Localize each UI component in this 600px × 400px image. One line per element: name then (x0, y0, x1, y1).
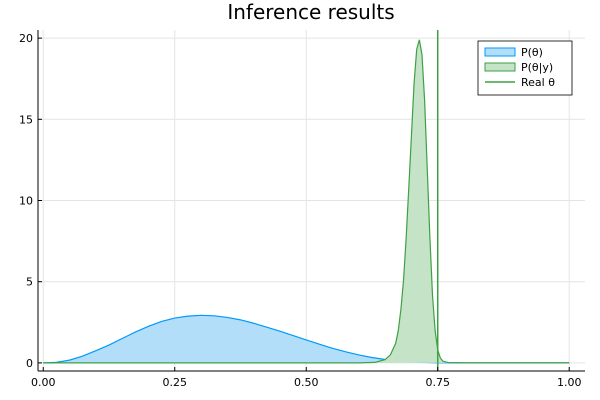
y-tick-label: 0 (26, 357, 33, 370)
legend-swatch-0 (484, 47, 516, 57)
y-tick-label: 5 (26, 276, 33, 289)
y-tick-label: 10 (19, 195, 33, 208)
legend: P(θ) P(θ|y) Real θ (477, 40, 573, 96)
series-area-0 (43, 315, 570, 363)
legend-label-1: P(θ|y) (521, 61, 553, 74)
x-tick-label: 1.00 (557, 376, 582, 389)
y-tick-label: 15 (19, 113, 33, 126)
y-tick-label: 20 (19, 32, 33, 45)
x-tick-label: 0.50 (294, 376, 319, 389)
axes: 0.00 0.25 0.50 0.75 1.00 0 5 10 15 20 (19, 30, 585, 389)
x-tick-label: 0.75 (425, 376, 450, 389)
x-tick-label: 0.00 (31, 376, 56, 389)
legend-label-2: Real θ (521, 76, 555, 89)
legend-label-0: P(θ) (521, 46, 543, 59)
legend-swatch-1 (484, 62, 516, 72)
series-line-1 (43, 39, 570, 364)
chart-title: Inference results (227, 0, 394, 24)
x-tick-label: 0.25 (163, 376, 188, 389)
plot-area (43, 30, 570, 371)
